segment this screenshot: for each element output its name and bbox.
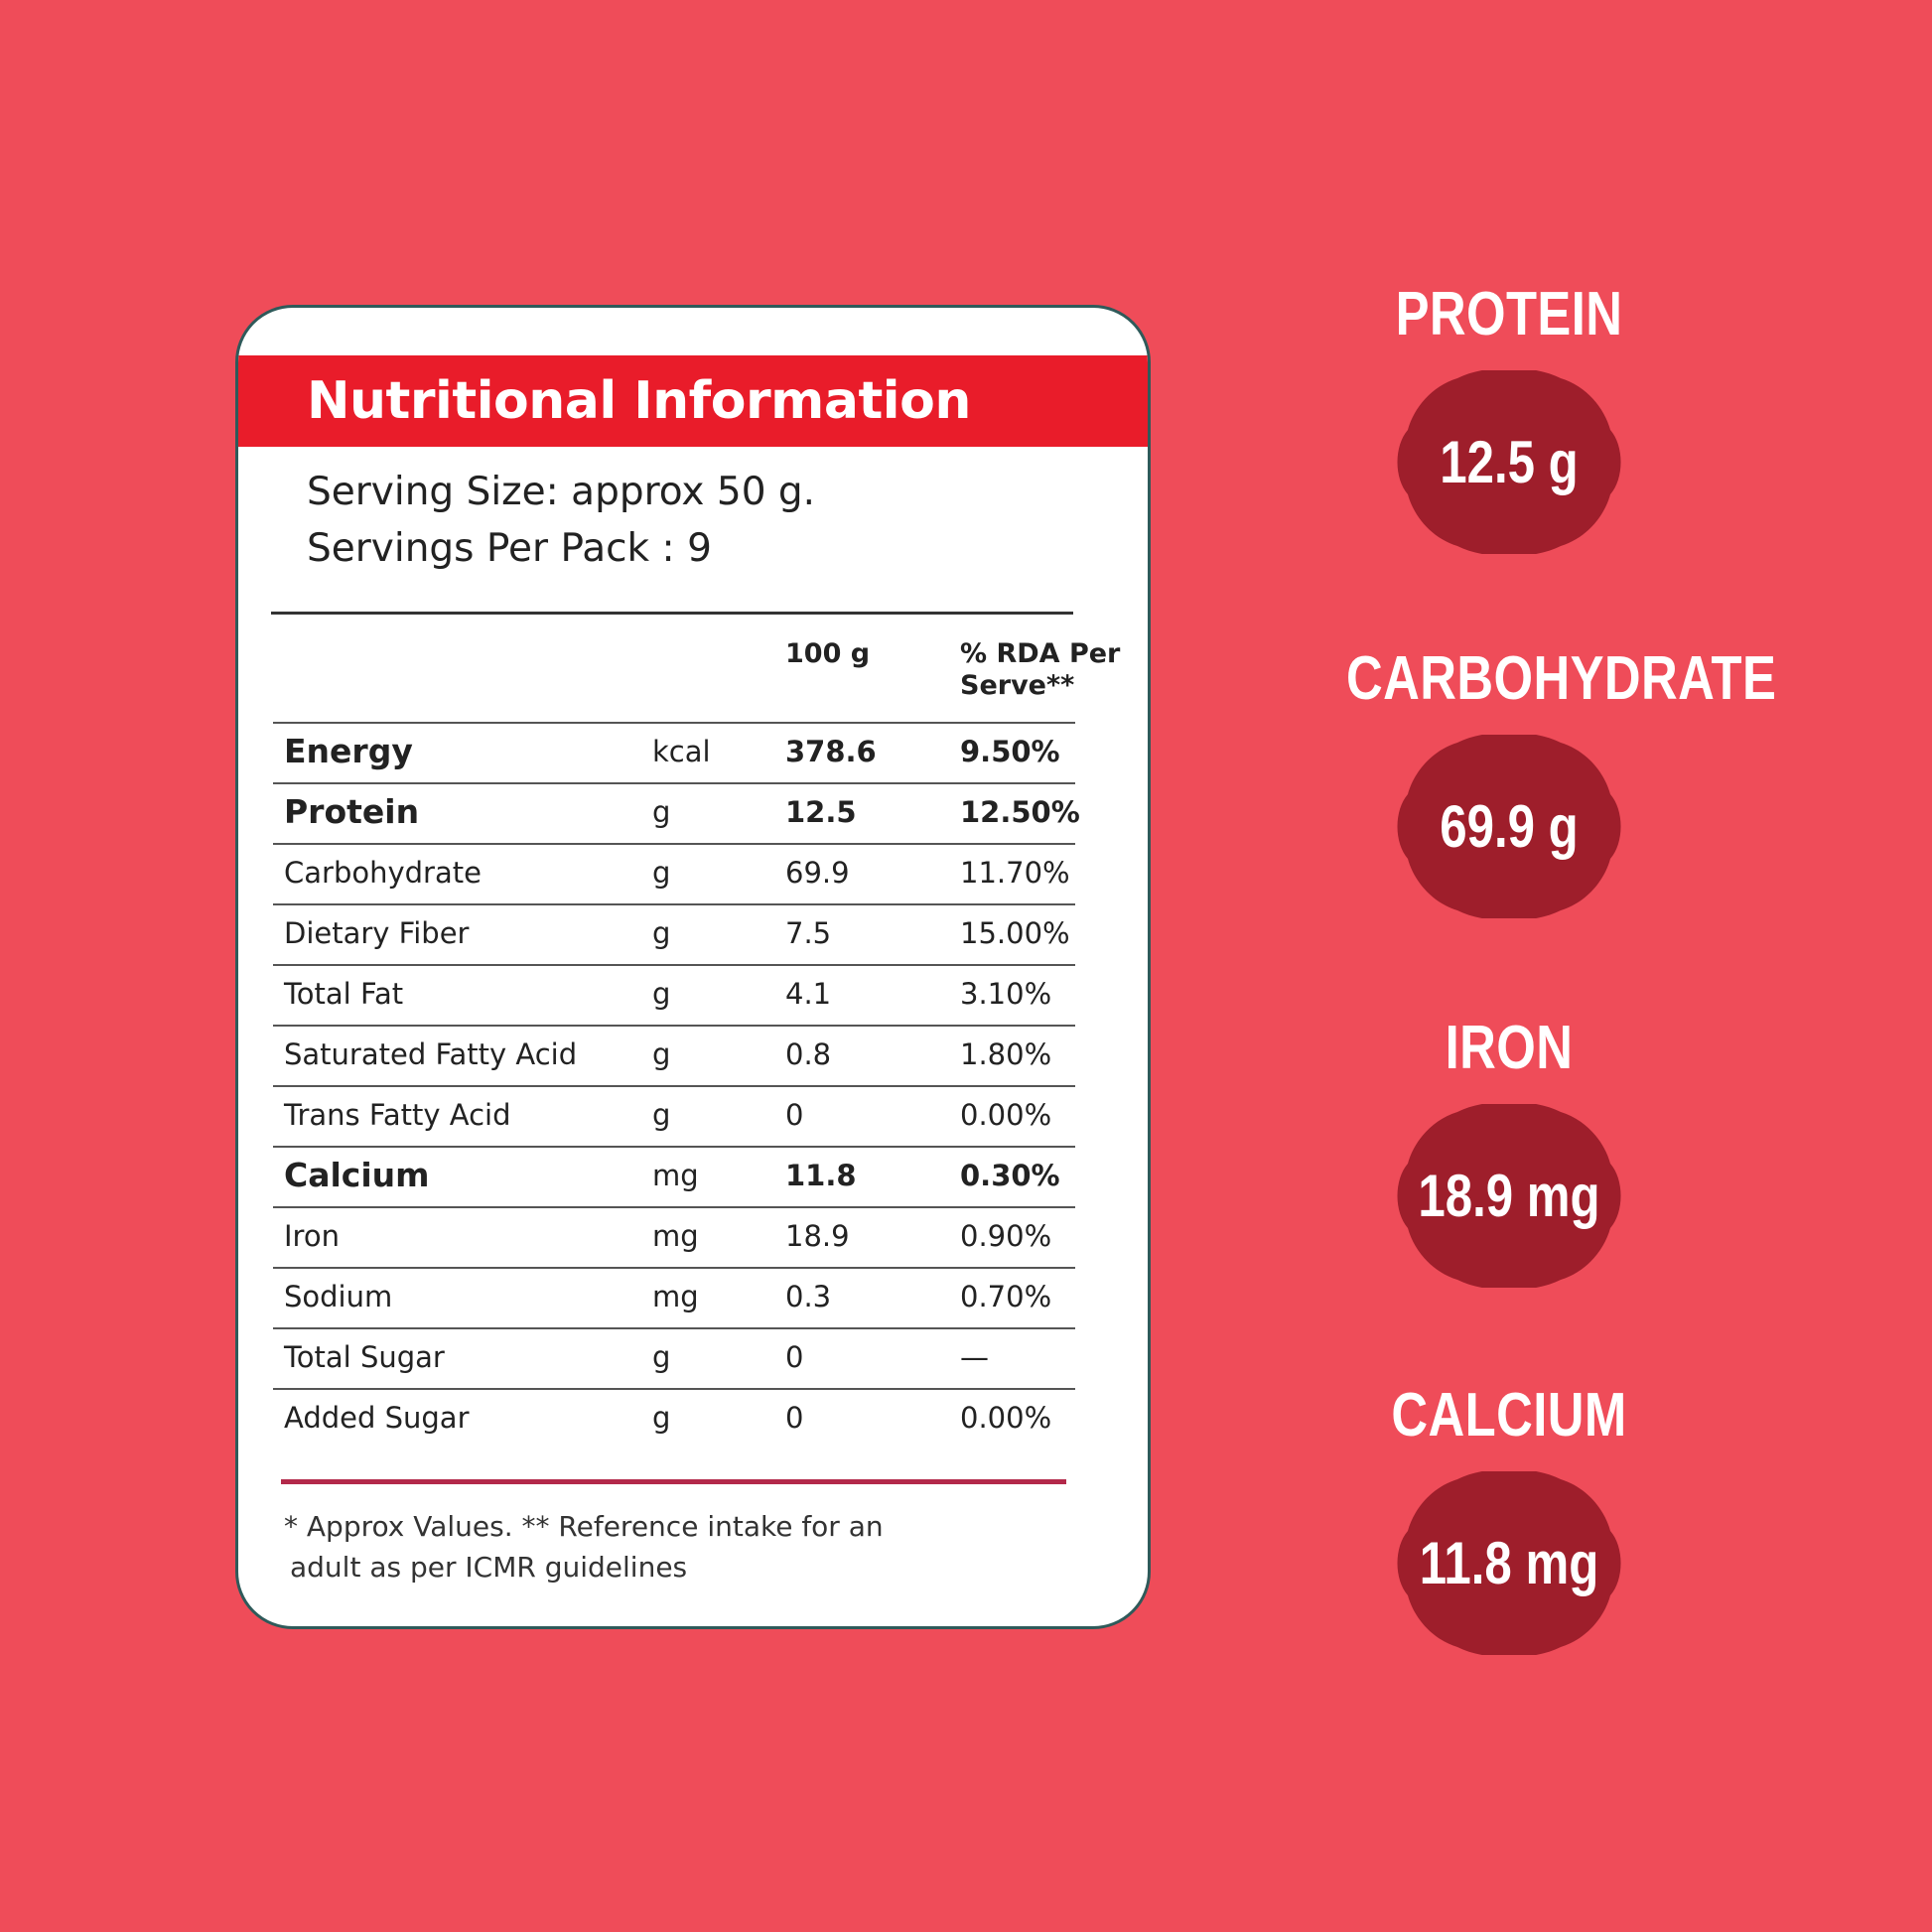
badge-value: 12.5 g (1440, 429, 1579, 495)
nutrient-unit: g (652, 1340, 671, 1374)
highlight-iron: IRON 18.9 mg (1311, 1013, 1708, 1288)
scalloped-badge-icon (1397, 735, 1621, 918)
card-header: Nutritional Information (238, 355, 1148, 447)
nutrient-qty: 18.9 (785, 1219, 850, 1253)
nutrient-name: Carbohydrate (284, 856, 482, 890)
servings-per-pack: Servings Per Pack : 9 (307, 526, 712, 571)
table-row: Iron mg 18.9 0.90% (273, 1206, 1075, 1267)
highlight-label: CARBOHYDRATE (1346, 644, 1777, 713)
value-badge: 12.5 g (1390, 370, 1628, 554)
column-header-rda: % RDA Per Serve** (960, 638, 1129, 702)
nutrient-rda: — (960, 1340, 989, 1374)
highlight-calcium: CALCIUM 11.8 mg (1311, 1380, 1708, 1655)
nutrient-name: Trans Fatty Acid (284, 1098, 511, 1132)
nutrient-qty: 0 (785, 1098, 804, 1132)
nutrient-rda: 0.90% (960, 1219, 1052, 1253)
nutrient-rda: 0.00% (960, 1401, 1052, 1435)
nutrient-rda: 3.10% (960, 977, 1052, 1011)
badge-value: 69.9 g (1440, 793, 1579, 860)
scalloped-badge-icon (1397, 1104, 1621, 1288)
value-badge: 11.8 mg (1390, 1471, 1628, 1655)
table-top-rule (271, 612, 1073, 615)
nutrient-unit: mg (652, 1219, 699, 1253)
highlight-label: CALCIUM (1391, 1381, 1627, 1449)
nutrient-qty: 12.5 (785, 795, 857, 829)
nutrient-qty: 7.5 (785, 916, 832, 950)
column-header-rda-line2: Serve** (960, 670, 1075, 701)
nutrient-unit: g (652, 916, 671, 950)
nutrient-name: Calcium (284, 1156, 430, 1194)
table-row: Total Fat g 4.1 3.10% (273, 964, 1075, 1025)
table-row: Dietary Fiber g 7.5 15.00% (273, 903, 1075, 964)
table-row: Carbohydrate g 69.9 11.70% (273, 843, 1075, 903)
nutrient-unit: g (652, 856, 671, 890)
nutrient-unit: g (652, 795, 671, 829)
nutrient-qty: 0 (785, 1340, 804, 1374)
nutrient-name: Sodium (284, 1280, 393, 1313)
nutrient-qty: 0 (785, 1401, 804, 1435)
table-row: Added Sugar g 0 0.00% (273, 1388, 1075, 1449)
nutrient-unit: g (652, 1098, 671, 1132)
nutrient-unit: mg (652, 1159, 699, 1192)
serving-size: Serving Size: approx 50 g. (307, 470, 816, 514)
nutrient-qty: 0.3 (785, 1280, 832, 1313)
nutrient-rda: 0.70% (960, 1280, 1052, 1313)
highlight-label: IRON (1445, 1014, 1574, 1082)
nutrient-name: Energy (284, 732, 413, 770)
nutrient-rda: 11.70% (960, 856, 1070, 890)
footnote-line1: * Approx Values. ** Reference intake for… (284, 1510, 884, 1543)
nutrition-table: Energy kcal 378.6 9.50% Protein g 12.5 1… (273, 722, 1080, 1449)
nutrient-rda: 15.00% (960, 916, 1070, 950)
badge-value: 11.8 mg (1419, 1530, 1599, 1596)
column-header-qty: 100 g (785, 638, 871, 669)
nutrient-rda: 0.00% (960, 1098, 1052, 1132)
scalloped-badge-icon (1397, 1471, 1621, 1655)
nutrient-qty: 378.6 (785, 735, 877, 768)
nutrient-unit: mg (652, 1280, 699, 1313)
highlight-carbohydrate: CARBOHYDRATE 69.9 g (1311, 643, 1777, 918)
nutrition-card: Nutritional Information Serving Size: ap… (235, 305, 1151, 1629)
nutrient-qty: 4.1 (785, 977, 832, 1011)
nutrient-name: Total Sugar (284, 1340, 445, 1374)
scalloped-badge-icon (1397, 370, 1621, 554)
table-row: Energy kcal 378.6 9.50% (273, 722, 1075, 782)
nutrient-name: Saturated Fatty Acid (284, 1037, 578, 1071)
nutrient-rda: 1.80% (960, 1037, 1052, 1071)
nutrient-name: Protein (284, 792, 420, 831)
table-row: Calcium mg 11.8 0.30% (273, 1146, 1075, 1206)
table-row: Protein g 12.5 12.50% (273, 782, 1080, 843)
table-row: Sodium mg 0.3 0.70% (273, 1267, 1075, 1327)
table-row: Saturated Fatty Acid g 0.8 1.80% (273, 1025, 1075, 1085)
nutrient-unit: g (652, 1401, 671, 1435)
footnote: * Approx Values. ** Reference intake for… (284, 1506, 1019, 1587)
nutrient-qty: 11.8 (785, 1159, 857, 1192)
nutrient-rda: 9.50% (960, 735, 1060, 768)
nutrient-name: Added Sugar (284, 1401, 470, 1435)
column-header-rda-line1: % RDA Per (960, 638, 1121, 669)
table-row: Total Sugar g 0 — (273, 1327, 1075, 1388)
value-badge: 18.9 mg (1390, 1104, 1628, 1288)
nutrient-unit: g (652, 977, 671, 1011)
footnote-line2: adult as per ICMR guidelines (290, 1551, 688, 1584)
nutrient-unit: kcal (652, 735, 711, 768)
nutrient-name: Dietary Fiber (284, 916, 470, 950)
nutrient-name: Total Fat (284, 977, 404, 1011)
nutrient-qty: 0.8 (785, 1037, 832, 1071)
table-bottom-rule (281, 1479, 1066, 1484)
card-title: Nutritional Information (307, 371, 971, 431)
nutrient-unit: g (652, 1037, 671, 1071)
nutrient-name: Iron (284, 1219, 340, 1253)
nutrient-rda: 0.30% (960, 1159, 1060, 1192)
highlight-protein: PROTEIN 12.5 g (1311, 279, 1708, 554)
nutrient-rda: 12.50% (960, 795, 1080, 829)
value-badge: 69.9 g (1390, 735, 1628, 918)
nutrient-qty: 69.9 (785, 856, 850, 890)
table-row: Trans Fatty Acid g 0 0.00% (273, 1085, 1075, 1146)
badge-value: 18.9 mg (1418, 1163, 1600, 1229)
highlight-label: PROTEIN (1395, 280, 1623, 348)
